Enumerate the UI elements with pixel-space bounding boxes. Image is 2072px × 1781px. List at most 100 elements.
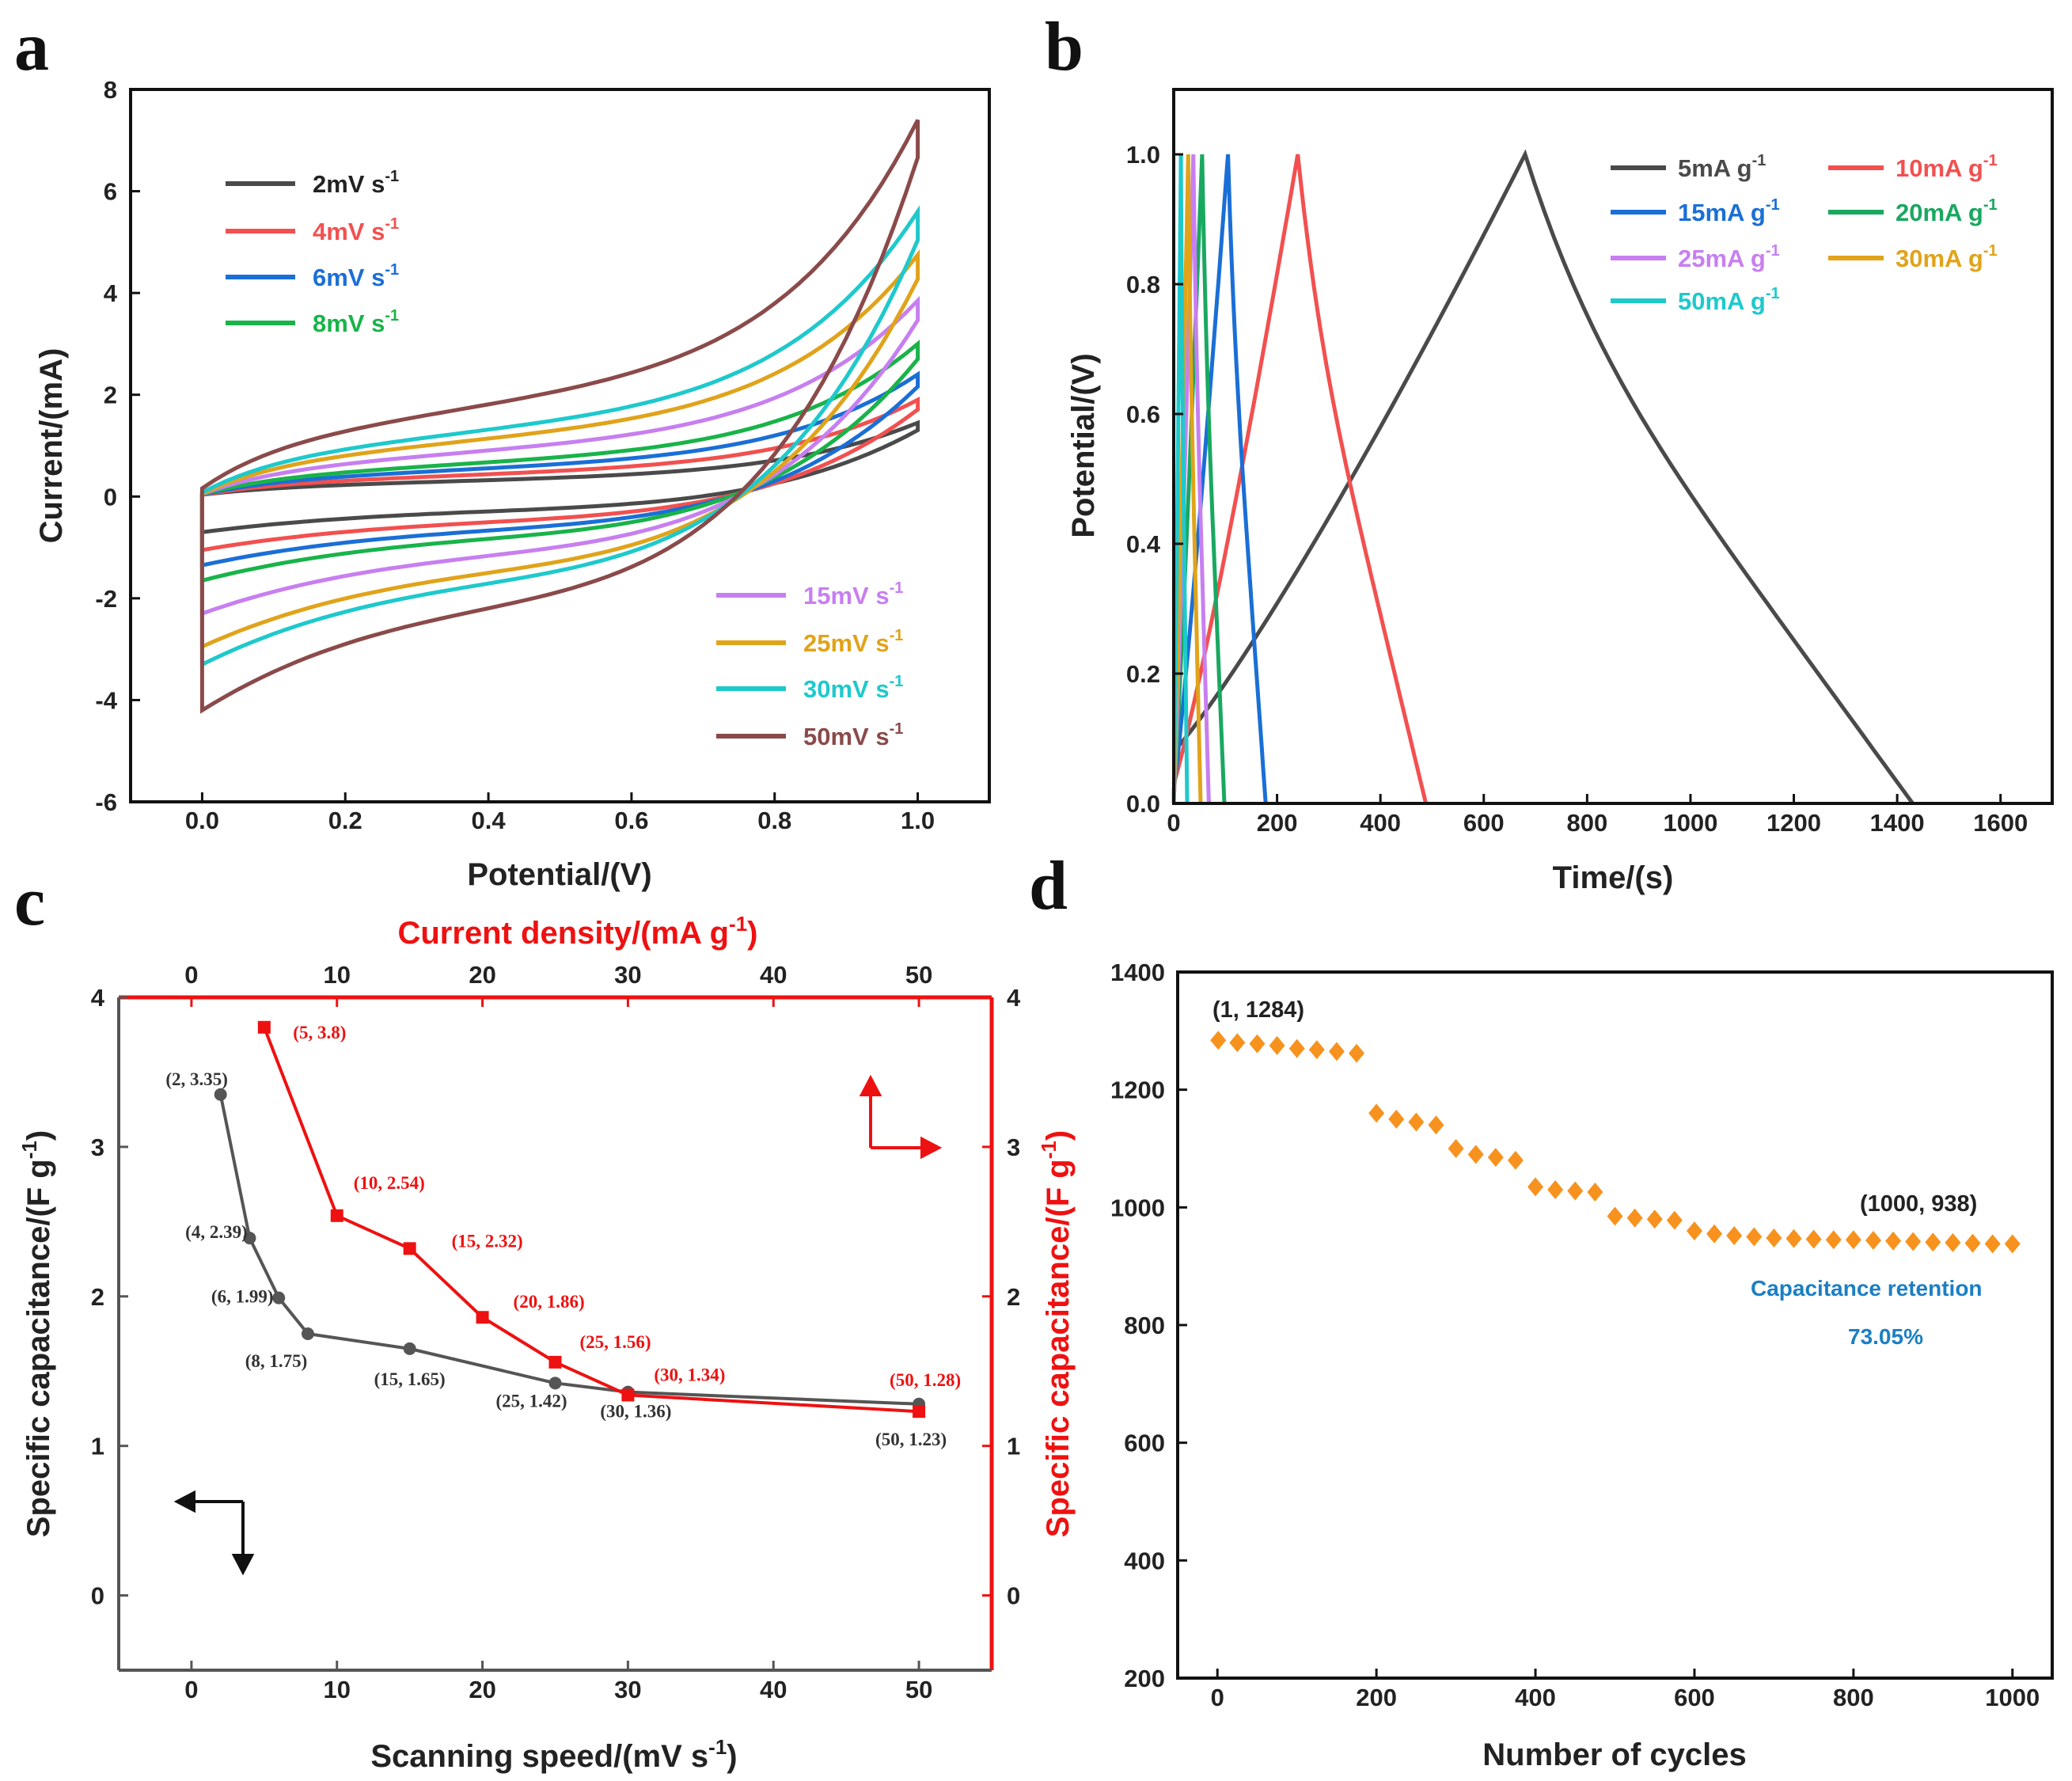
a-legend-label: 4mV s-1 — [313, 215, 399, 245]
grey-series-point — [301, 1327, 314, 1340]
a-legend-label: 15mV s-1 — [803, 579, 903, 609]
cycle-point — [2004, 1234, 2021, 1254]
cycle-point — [1945, 1232, 1961, 1252]
c-right-ytick-label: 4 — [1007, 984, 1021, 1012]
b-xtick-label: 1200 — [1767, 809, 1821, 837]
cycle-point — [1607, 1206, 1623, 1226]
red-arrow-icon — [859, 1074, 943, 1160]
red-series-point — [257, 1020, 271, 1034]
a-ytick-label: 0 — [104, 483, 117, 511]
a-xtick-label: 1.0 — [901, 807, 935, 834]
d-xtick-label: 600 — [1674, 1684, 1715, 1711]
red-data-label: (50, 1.28) — [890, 1370, 961, 1390]
c-top-xtick-label: 20 — [469, 961, 495, 989]
cycle-point — [1288, 1039, 1305, 1058]
cycle-point — [1308, 1040, 1325, 1060]
cv-curve-3 — [199, 370, 920, 568]
b-xtick-label: 600 — [1463, 809, 1505, 837]
red-series-point — [403, 1242, 416, 1255]
black-arrow-icon — [173, 1490, 255, 1576]
a-xtick-label: 0.2 — [328, 807, 362, 834]
cycle-point — [1368, 1103, 1385, 1123]
grey-data-label: (30, 1.36) — [600, 1402, 671, 1422]
a-xtick-label: 0.8 — [757, 807, 791, 834]
cycle-point — [1964, 1233, 1981, 1253]
panel-a-cv-chart: 0.0 0.2 0.4 0.6 0.8 1.0 -6 -4 -2 0 2 4 6 8 2mV s-1 4mV… — [34, 76, 991, 892]
gcd-curve-1 — [1172, 149, 1915, 805]
b-ytick-label: 0.6 — [1126, 401, 1160, 428]
c-right-ytick-label: 0 — [1007, 1582, 1020, 1610]
cycle-point — [1646, 1209, 1663, 1229]
d-xtick-label: 0 — [1211, 1684, 1224, 1711]
d-xtick-label: 1000 — [1985, 1684, 2040, 1711]
grey-data-label: (50, 1.23) — [875, 1430, 947, 1449]
cycle-point — [1686, 1221, 1702, 1241]
c-ytick-label: 3 — [91, 1134, 104, 1161]
c-top-xtick-label: 0 — [184, 961, 198, 989]
a-legend-label: 6mV s-1 — [313, 261, 399, 291]
d-xtick-label: 800 — [1833, 1684, 1874, 1711]
red-data-label: (30, 1.34) — [654, 1365, 725, 1384]
grey-series-point — [214, 1088, 227, 1101]
red-data-label: (20, 1.86) — [514, 1292, 585, 1312]
cycle-point — [1567, 1181, 1584, 1201]
a-legend-label: 50mV s-1 — [803, 720, 903, 750]
cycle-point — [1349, 1043, 1365, 1063]
cycle-point — [1328, 1042, 1345, 1061]
b-legend-label: 30mA g-1 — [1896, 242, 1998, 272]
panel-b-xlabel: Time/(s) — [1553, 860, 1674, 895]
b-xtick-label: 1000 — [1663, 809, 1717, 837]
panel-d-cycling-chart: 0 200 400 600 800 1000 200 400 600 800 1000 1200 140… — [1110, 959, 2054, 1772]
capacitance-retention-value: 73.05% — [1848, 1324, 1923, 1349]
cycle-point — [1210, 1031, 1227, 1050]
cv-curve-5 — [199, 295, 920, 617]
b-xtick-label: 800 — [1566, 809, 1607, 837]
d-ytick-label: 200 — [1124, 1665, 1165, 1692]
panel-a-xlabel: Potential/(V) — [467, 857, 651, 892]
b-xtick-label: 200 — [1257, 809, 1298, 837]
panel-c-ylabel-left: Specific capacitance/(F g-1) — [17, 1130, 56, 1537]
b-ytick-label: 0.0 — [1126, 790, 1160, 818]
cv-curve-6 — [199, 249, 920, 650]
panel-label-a: a — [14, 9, 49, 85]
b-legend-label: 50mA g-1 — [1678, 285, 1780, 315]
grey-series-point — [403, 1342, 416, 1355]
a-xtick-label: 0.0 — [185, 807, 219, 834]
cycle-point — [1984, 1234, 2001, 1254]
cycle-point — [1766, 1228, 1782, 1247]
cv-curve-4 — [199, 340, 920, 583]
a-ytick-label: -6 — [95, 788, 117, 816]
cycle-point — [1388, 1109, 1405, 1129]
c-xtick-label: 50 — [905, 1676, 932, 1703]
c-ytick-label: 1 — [91, 1433, 104, 1460]
c-xtick-label: 20 — [469, 1676, 495, 1703]
cycle-point — [1547, 1180, 1564, 1200]
grey-data-label: (6, 1.99) — [211, 1287, 274, 1307]
panel-b-frame — [1172, 88, 2054, 805]
panel-label-d: d — [1029, 848, 1068, 925]
c-xtick-label: 30 — [614, 1676, 641, 1703]
cycle-point — [1805, 1229, 1822, 1249]
red-series-point — [476, 1311, 489, 1324]
b-legend-label: 25mA g-1 — [1678, 242, 1780, 272]
cycle-point — [1467, 1145, 1484, 1164]
grey-data-label: (4, 2.39) — [185, 1222, 248, 1242]
grey-data-label: (15, 1.65) — [374, 1369, 446, 1389]
cycle-point — [1865, 1230, 1881, 1250]
b-legend-label: 10mA g-1 — [1896, 152, 1998, 182]
cycle-point — [1785, 1228, 1802, 1248]
cycle-point — [1746, 1227, 1763, 1247]
red-data-label: (5, 3.8) — [293, 1023, 346, 1042]
panel-c-top-xlabel: Current density/(mA g-1) — [397, 912, 757, 951]
gcd-curve-6 — [1171, 154, 1203, 804]
red-series-point — [621, 1388, 635, 1402]
panel-c-ylabel-right: Specific capacitance/(F g-1) — [1037, 1130, 1076, 1537]
a-legend-label: 30mV s-1 — [803, 673, 903, 703]
cv-curve-8 — [199, 119, 920, 714]
panel-c-xlabel: Scanning speed/(mV s-1) — [370, 1735, 737, 1774]
a-ytick-label: 6 — [104, 178, 117, 206]
cv-curve-2 — [199, 397, 920, 553]
a-legend-label: 25mV s-1 — [803, 627, 903, 657]
cv-curve-1 — [199, 420, 920, 535]
